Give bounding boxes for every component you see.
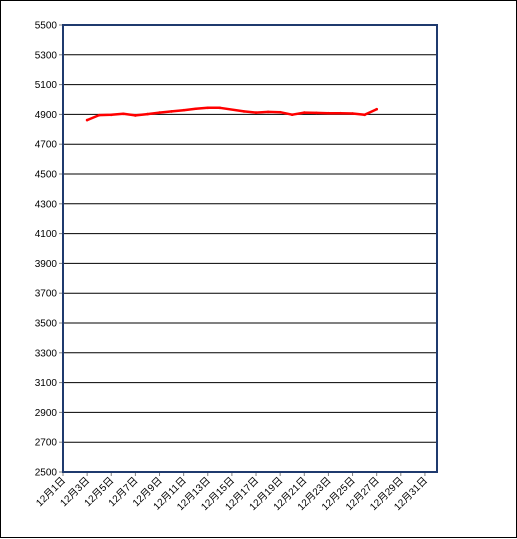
- y-tick-label: 4900: [35, 110, 58, 121]
- y-tick-label: 3500: [35, 319, 58, 330]
- y-tick-label: 4700: [35, 140, 58, 151]
- data-point: [351, 112, 354, 115]
- y-tick-label: 5300: [35, 50, 58, 61]
- y-tick-label: 4300: [35, 199, 58, 210]
- data-point: [122, 112, 125, 116]
- data-point: [182, 108, 185, 112]
- y-tick-label: 3900: [35, 259, 58, 270]
- data-point: [278, 110, 282, 114]
- gridlines: [59, 24, 437, 476]
- data-point: [242, 110, 246, 113]
- data-point: [194, 107, 198, 111]
- series-line: [85, 106, 378, 122]
- data-point: [266, 110, 270, 114]
- y-axis-tick-labels: 2500 2700 2900 3100 3300 3500 3700 3900 4100 4300…: [35, 21, 58, 479]
- plot-area-border: [62, 24, 438, 473]
- data-point: [363, 113, 366, 117]
- data-point: [290, 113, 294, 116]
- y-tick-label: 4500: [35, 170, 58, 181]
- data-point: [206, 106, 210, 110]
- data-point: [218, 106, 222, 110]
- data-point: [254, 111, 258, 114]
- y-tick-label: 5100: [35, 80, 58, 91]
- data-point: [85, 118, 89, 122]
- y-tick-label: 2700: [35, 438, 58, 449]
- data-point: [302, 111, 306, 114]
- y-tick-label: 4100: [35, 229, 58, 240]
- y-tick-label: 5500: [35, 21, 58, 32]
- y-tick-label: 2900: [35, 408, 58, 419]
- data-point: [339, 111, 342, 115]
- data-point: [109, 113, 113, 117]
- data-point: [134, 114, 137, 117]
- y-tick-label: 2500: [35, 468, 58, 479]
- x-axis-tick-labels: 12月1日12月3日12月5日12月7日12月9日12月11日12月13日12月…: [34, 475, 430, 513]
- data-point: [375, 107, 378, 111]
- data-point: [97, 113, 101, 117]
- y-tick-label: 3100: [35, 378, 58, 389]
- data-point: [170, 110, 173, 113]
- series-lines: [85, 106, 378, 122]
- data-point: [327, 111, 330, 115]
- data-point: [158, 111, 161, 114]
- y-tick-label: 3700: [35, 289, 58, 300]
- y-tick-label: 3300: [35, 348, 58, 359]
- data-point: [146, 112, 149, 116]
- data-point: [315, 111, 318, 115]
